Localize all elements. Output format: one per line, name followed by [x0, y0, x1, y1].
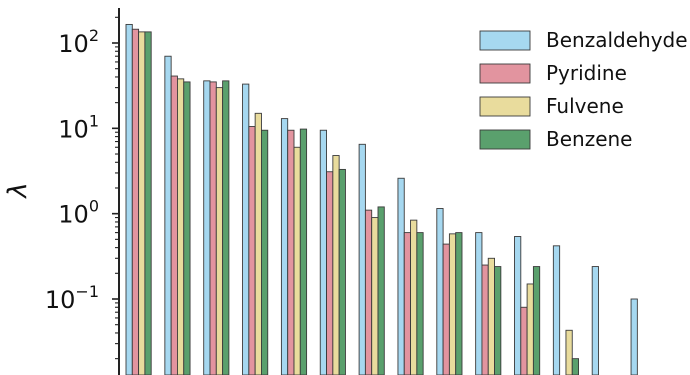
y-tick-label: 10−1: [45, 282, 99, 314]
bar-benzene-12: [571, 358, 580, 375]
bar-pyridine-8: [403, 232, 412, 375]
bar-benzene-11: [532, 266, 541, 375]
bar-benzaldehyde-2: [164, 55, 172, 375]
bar-pyridine-5: [287, 129, 295, 375]
bar-benzene-10: [494, 266, 502, 375]
legend-swatch-benzene: [479, 129, 531, 150]
legend-swatch-pyridine: [479, 63, 531, 84]
bar-fulvene-2: [176, 78, 185, 375]
y-tick-label: 100: [58, 197, 99, 229]
bar-benzaldehyde-4: [242, 83, 250, 375]
legend-label-benzene: Benzene: [546, 127, 632, 151]
bar-pyridine-6: [326, 171, 334, 375]
bar-fulvene-7: [371, 217, 379, 375]
bar-benzene-7: [377, 206, 385, 375]
bars-layer: [125, 23, 638, 375]
legend-label-pyridine: Pyridine: [546, 61, 627, 85]
y-tick-layer: 10−1 100 101 102: [45, 16, 119, 360]
bar-fulvene-1: [138, 31, 146, 375]
y-tick-label: 101: [58, 111, 99, 143]
bar-pyridine-3: [209, 81, 217, 375]
bar-benzaldehyde-8: [397, 177, 405, 375]
bar-fulvene-4: [254, 112, 262, 375]
bar-benzene-9: [455, 232, 463, 375]
bar-fulvene-11: [526, 283, 534, 375]
bar-fulvene-3: [215, 87, 224, 375]
bar-fulvene-9: [448, 233, 457, 375]
bar-pyridine-9: [442, 243, 450, 375]
y-axis-label: λ: [3, 182, 33, 199]
bar-benzaldehyde-3: [203, 80, 211, 375]
bar-benzaldehyde-7: [358, 143, 366, 375]
bar-benzaldehyde-10: [475, 232, 483, 375]
bar-fulvene-5: [293, 146, 301, 375]
bar-benzaldehyde-14: [630, 298, 638, 375]
bar-benzene-2: [183, 81, 191, 375]
bar-benzene-5: [299, 128, 308, 375]
y-tick-label: 102: [58, 26, 99, 58]
bar-benzene-8: [416, 232, 424, 375]
bar-benzaldehyde-9: [436, 208, 444, 375]
bar-benzene-4: [261, 129, 269, 375]
bar-pyridine-11: [520, 306, 528, 375]
bar-benzaldehyde-13: [591, 266, 599, 375]
bar-fulvene-10: [487, 257, 496, 375]
bar-fulvene-8: [410, 219, 418, 375]
bar-benzaldehyde-12: [552, 245, 561, 375]
bar-benzaldehyde-11: [514, 236, 522, 375]
bar-fulvene-12: [565, 329, 573, 375]
bar-pyridine-1: [131, 28, 140, 375]
legend-swatch-fulvene: [479, 96, 531, 117]
bar-benzene-1: [144, 31, 152, 375]
bar-benzene-3: [222, 80, 230, 375]
bar-pyridine-7: [364, 209, 373, 375]
bar-pyridine-4: [248, 126, 256, 375]
bar-fulvene-6: [332, 155, 340, 375]
legend-label-fulvene: Fulvene: [546, 94, 624, 118]
bar-benzaldehyde-6: [319, 129, 328, 375]
bar-pyridine-2: [170, 75, 178, 375]
legend-swatch-benzaldehyde: [479, 30, 531, 51]
legend-label-benzaldehyde: Benzaldehyde: [546, 28, 688, 52]
bar-pyridine-10: [481, 264, 489, 375]
legend: Benzaldehyde Pyridine Fulvene Benzene: [479, 28, 688, 151]
bar-benzaldehyde-1: [125, 23, 133, 375]
bar-benzene-6: [338, 168, 346, 375]
bar-benzaldehyde-5: [280, 118, 289, 375]
